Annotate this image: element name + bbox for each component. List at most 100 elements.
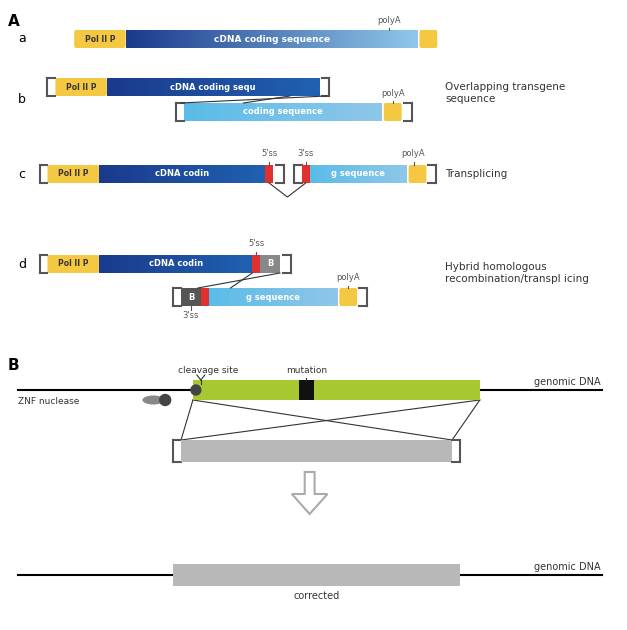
Text: coding sequence: coding sequence bbox=[243, 108, 323, 117]
Bar bbox=[322, 103, 327, 121]
Bar bbox=[355, 165, 359, 183]
Bar bbox=[157, 255, 161, 273]
Bar bbox=[141, 78, 145, 96]
Circle shape bbox=[191, 385, 201, 395]
Bar bbox=[119, 165, 123, 183]
Bar bbox=[327, 103, 331, 121]
Bar bbox=[204, 103, 208, 121]
Bar bbox=[362, 103, 367, 121]
Bar bbox=[209, 165, 213, 183]
Bar bbox=[201, 78, 205, 96]
Text: cDNA codin: cDNA codin bbox=[149, 260, 203, 268]
Text: g sequence: g sequence bbox=[331, 169, 385, 178]
Bar bbox=[194, 255, 198, 273]
Bar bbox=[255, 103, 260, 121]
Bar bbox=[108, 255, 112, 273]
Bar bbox=[251, 103, 256, 121]
Text: cleavage site: cleavage site bbox=[177, 366, 238, 375]
Bar bbox=[406, 30, 411, 48]
Bar bbox=[226, 288, 231, 306]
Bar bbox=[187, 78, 192, 96]
Bar bbox=[339, 103, 343, 121]
Bar bbox=[179, 255, 182, 273]
Bar bbox=[295, 288, 299, 306]
Bar bbox=[359, 30, 363, 48]
Bar bbox=[181, 288, 201, 306]
Bar bbox=[275, 30, 280, 48]
Bar bbox=[391, 165, 394, 183]
Bar bbox=[228, 255, 231, 273]
Bar bbox=[312, 30, 316, 48]
Bar bbox=[235, 30, 240, 48]
Bar bbox=[222, 165, 226, 183]
Bar bbox=[228, 30, 232, 48]
Text: genomic DNA: genomic DNA bbox=[534, 562, 601, 572]
Bar bbox=[202, 165, 206, 183]
Bar bbox=[201, 288, 209, 306]
Bar bbox=[293, 30, 298, 48]
Bar bbox=[176, 255, 179, 273]
Bar bbox=[234, 78, 240, 96]
Bar bbox=[243, 103, 248, 121]
Bar bbox=[242, 165, 246, 183]
Bar bbox=[291, 103, 295, 121]
Text: ZNF nuclease: ZNF nuclease bbox=[18, 398, 79, 406]
Bar bbox=[285, 78, 290, 96]
Bar bbox=[196, 165, 199, 183]
Bar bbox=[169, 255, 173, 273]
Bar bbox=[237, 255, 241, 273]
Bar bbox=[333, 288, 338, 306]
Bar bbox=[140, 30, 144, 48]
Bar bbox=[179, 165, 182, 183]
Text: cDNA coding sequ: cDNA coding sequ bbox=[171, 83, 256, 91]
Bar bbox=[192, 103, 196, 121]
Bar bbox=[228, 103, 232, 121]
Bar bbox=[238, 165, 243, 183]
Bar bbox=[213, 78, 218, 96]
Bar bbox=[132, 165, 136, 183]
Bar bbox=[205, 165, 209, 183]
Bar bbox=[169, 30, 174, 48]
Bar bbox=[164, 255, 167, 273]
Bar bbox=[99, 255, 102, 273]
Bar bbox=[181, 30, 184, 48]
Bar bbox=[263, 103, 268, 121]
Bar bbox=[127, 255, 130, 273]
Bar bbox=[135, 165, 139, 183]
Bar bbox=[219, 165, 223, 183]
Bar bbox=[145, 255, 149, 273]
Bar bbox=[154, 78, 159, 96]
Bar bbox=[219, 255, 222, 273]
Bar bbox=[195, 30, 199, 48]
Bar bbox=[322, 165, 326, 183]
Bar bbox=[166, 30, 170, 48]
Bar bbox=[111, 78, 116, 96]
Bar bbox=[339, 165, 342, 183]
Bar bbox=[349, 165, 352, 183]
Bar bbox=[246, 30, 250, 48]
Bar bbox=[99, 165, 103, 183]
FancyBboxPatch shape bbox=[74, 30, 125, 48]
Bar bbox=[361, 165, 365, 183]
FancyBboxPatch shape bbox=[409, 165, 426, 183]
Bar bbox=[334, 103, 339, 121]
Bar bbox=[307, 288, 312, 306]
Text: Pol II P: Pol II P bbox=[85, 35, 115, 43]
Bar bbox=[172, 165, 176, 183]
Bar bbox=[374, 103, 379, 121]
Bar bbox=[149, 78, 154, 96]
Bar bbox=[159, 30, 162, 48]
Bar bbox=[297, 30, 301, 48]
Bar bbox=[212, 165, 216, 183]
Bar bbox=[159, 165, 162, 183]
Bar bbox=[216, 103, 220, 121]
Bar bbox=[257, 30, 261, 48]
Bar bbox=[325, 288, 329, 306]
Bar bbox=[173, 564, 460, 586]
Bar bbox=[236, 103, 240, 121]
Bar bbox=[260, 78, 265, 96]
Bar bbox=[326, 165, 330, 183]
Bar bbox=[290, 78, 295, 96]
Bar bbox=[208, 103, 212, 121]
Bar bbox=[247, 103, 252, 121]
